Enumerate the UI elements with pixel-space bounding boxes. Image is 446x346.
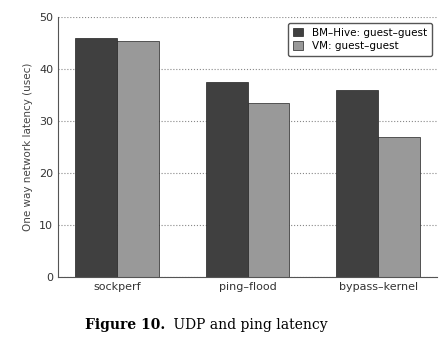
Bar	[75, 38, 117, 277]
Bar	[336, 90, 378, 277]
Bar	[248, 103, 289, 277]
Text: UDP and ping latency: UDP and ping latency	[169, 318, 328, 332]
Bar	[117, 40, 159, 277]
Bar	[206, 82, 248, 277]
Text: Figure 10.: Figure 10.	[85, 318, 165, 332]
Y-axis label: One way network latency (usec): One way network latency (usec)	[24, 63, 33, 231]
Bar	[378, 137, 420, 277]
Legend: BM–Hive: guest–guest, VM: guest–guest: BM–Hive: guest–guest, VM: guest–guest	[288, 22, 432, 56]
